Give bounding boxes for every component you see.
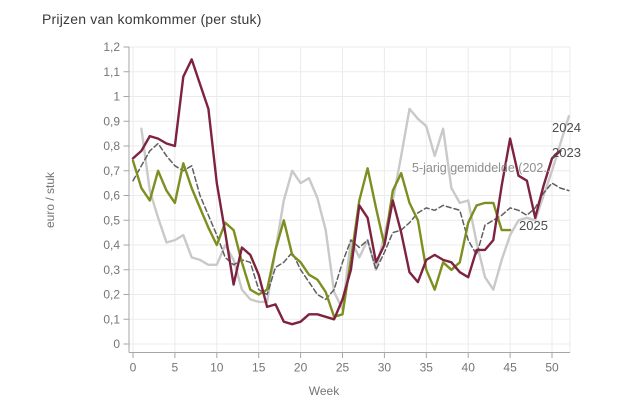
series-line-2024	[140, 107, 570, 311]
series-lines	[131, 58, 570, 326]
x-tick-label: 30	[378, 361, 392, 375]
y-tick-label: 1	[113, 90, 120, 104]
series-label-2024: 2024	[552, 120, 581, 135]
series-line-2023	[131, 58, 562, 326]
y-tick-label: 1,2	[103, 40, 120, 54]
x-tick-label: 15	[252, 361, 266, 375]
y-tick-label: 0,5	[103, 213, 120, 227]
series-label-2023: 2023	[552, 145, 581, 160]
y-axis-title: euro / stuk	[43, 171, 57, 229]
y-tick-label: 0,4	[103, 238, 120, 252]
y-tick-label: 1,1	[103, 65, 120, 79]
y-tick-label: 0,6	[103, 189, 120, 203]
y-tick-label: 0,7	[103, 164, 120, 178]
x-tick-label: 10	[210, 361, 224, 375]
x-tick-label: 5	[172, 361, 179, 375]
x-tick-label: 20	[294, 361, 308, 375]
y-tick-label: 0,2	[103, 288, 120, 302]
x-tick-label: 25	[336, 361, 350, 375]
page-title: Prijzen van komkommer (per stuk)	[42, 11, 262, 27]
y-tick-label: 0,3	[103, 263, 120, 277]
axes: 0 0,1 0,2 0,3 0,4 0,5 0,6 0,7 0,8 0,9 1 1,1 1,2 0 5 10 1…	[103, 40, 570, 375]
x-tick-label: 45	[503, 361, 517, 375]
series-label-2025: 2025	[519, 218, 548, 233]
x-axis-title: Week	[308, 384, 340, 398]
gridlines	[129, 46, 571, 353]
y-tick-label: 0	[113, 337, 120, 351]
x-tick-label: 0	[130, 361, 137, 375]
x-tick-label: 40	[462, 361, 476, 375]
y-tick-label: 0,8	[103, 139, 120, 153]
y-tick-label: 0,9	[103, 114, 120, 128]
x-tick-label: 35	[420, 361, 434, 375]
x-tick-label: 50	[545, 361, 559, 375]
y-tick-label: 0,1	[103, 312, 120, 326]
series-label-5-year-average: 5-jarig gemiddelde (202..	[412, 161, 551, 175]
series-line-2025	[131, 159, 512, 318]
